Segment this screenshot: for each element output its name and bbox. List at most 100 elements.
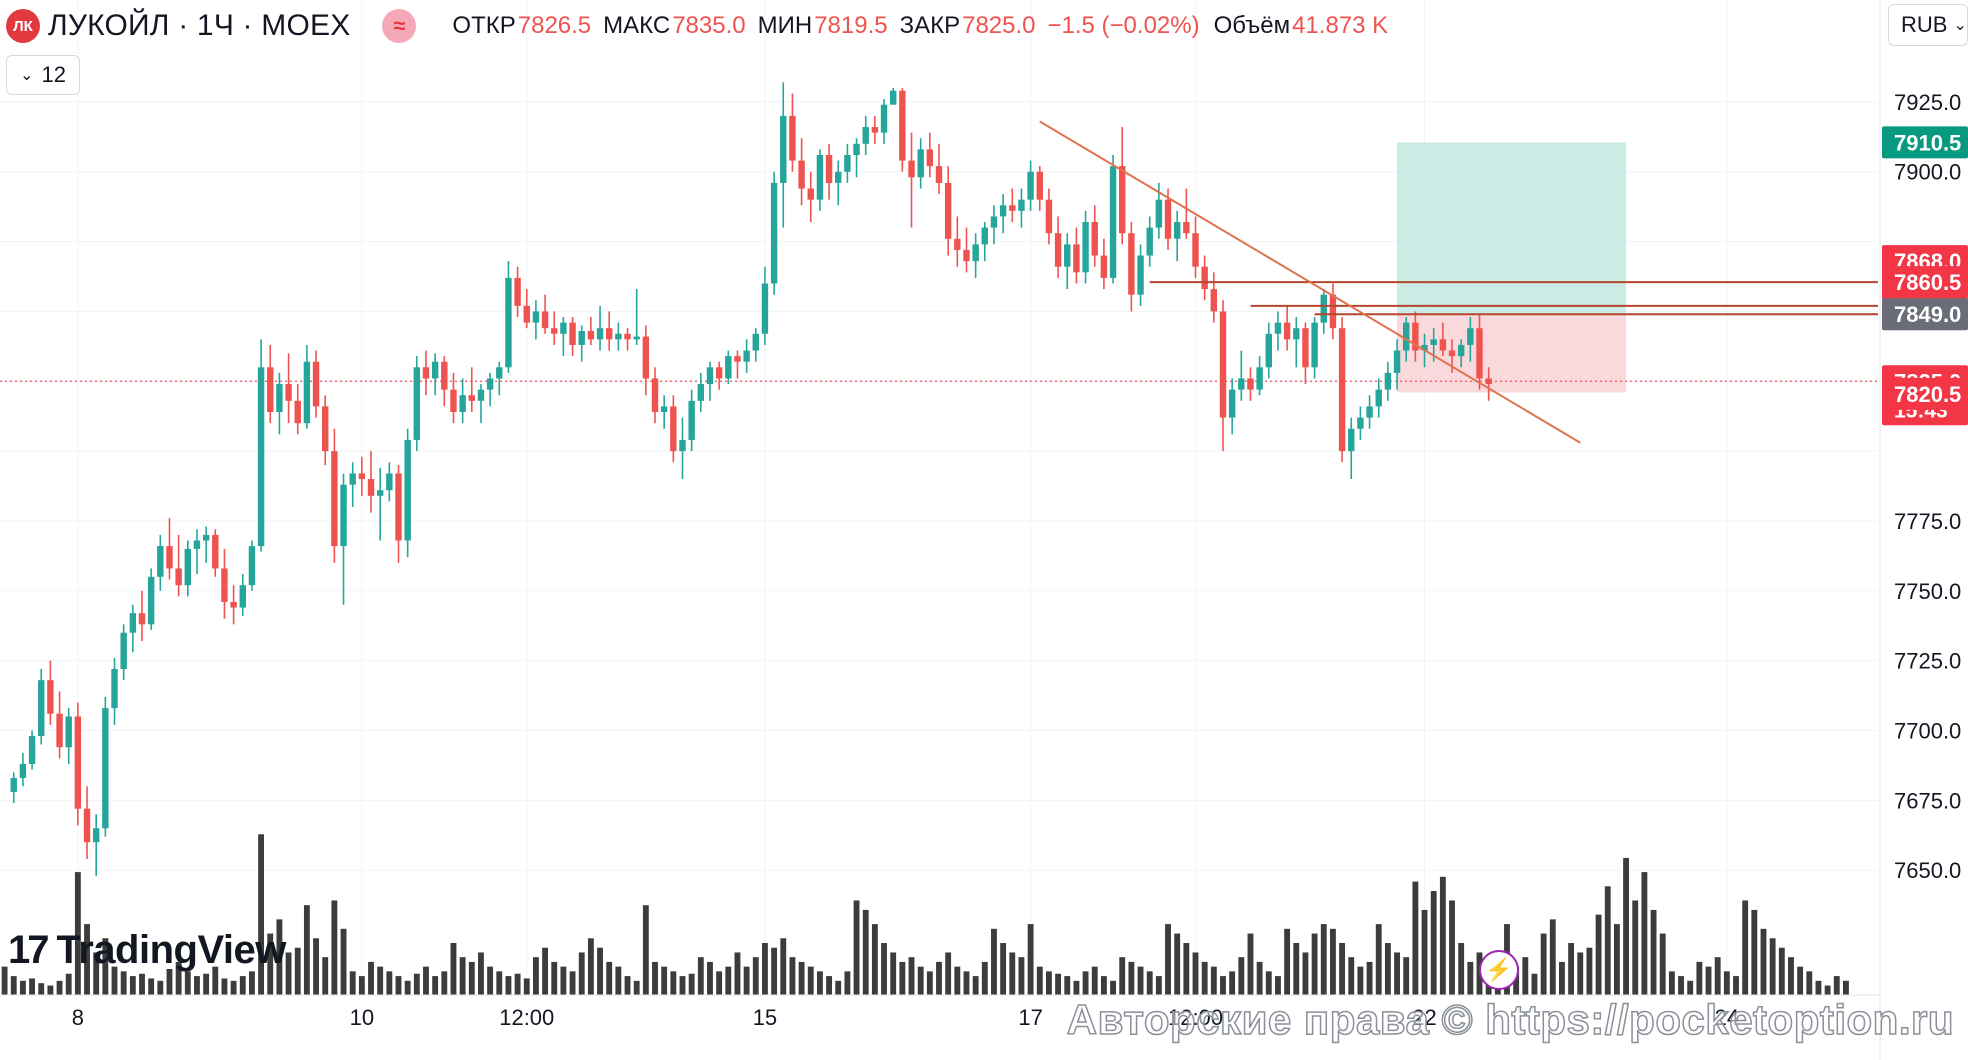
- volume-bar: [404, 980, 411, 995]
- volume-bar: [1678, 976, 1684, 995]
- chevron-down-icon: ⌄: [20, 67, 34, 84]
- volume-bar: [1201, 961, 1208, 995]
- candle-body: [926, 149, 934, 167]
- time-tick-label: 12:00: [1168, 1005, 1223, 1030]
- volume-bar: [395, 976, 402, 995]
- volume-bar: [102, 938, 109, 995]
- volume-bar: [1366, 961, 1373, 995]
- candle-body: [642, 336, 650, 379]
- candles: [10, 82, 1492, 876]
- high-label: МАКС: [603, 12, 671, 39]
- candle-body: [1430, 339, 1437, 345]
- symbol-title[interactable]: ЛУКОЙЛ · 1Ч · MOEX: [48, 9, 351, 42]
- volume-bar: [642, 905, 649, 995]
- volume-bar: [1723, 971, 1730, 995]
- volume-bar: [1220, 976, 1226, 995]
- volume-bar: [688, 973, 695, 995]
- candle-body: [624, 333, 631, 340]
- volume-bar: [331, 900, 338, 995]
- volume-bar: [1687, 980, 1694, 995]
- candle-body: [1375, 389, 1382, 407]
- candle-body: [651, 378, 659, 412]
- candle-body: [1366, 406, 1373, 418]
- candle-body: [120, 632, 127, 670]
- volume-bar: [954, 966, 961, 995]
- indicators-toggle-button[interactable]: ⌄ 12: [6, 55, 80, 95]
- volume-bar: [56, 980, 63, 995]
- volume-bar: [1467, 961, 1474, 995]
- price-tick-label: 7750.0: [1894, 579, 1961, 604]
- volume-bar: [478, 952, 484, 995]
- price-label-badge: [1882, 298, 1968, 331]
- volume-bar: [578, 952, 585, 995]
- candle-body: [184, 548, 192, 586]
- candle-body: [1027, 171, 1034, 200]
- loss-zone: [1397, 314, 1627, 393]
- candle-body: [74, 716, 82, 809]
- volume-bar: [551, 961, 558, 995]
- candle-body: [605, 328, 613, 340]
- volume-bar: [743, 966, 750, 995]
- volume-bar: [1568, 943, 1575, 995]
- volume-bar: [798, 961, 805, 995]
- candle-body: [1009, 205, 1016, 211]
- volume-bar: [1082, 971, 1089, 995]
- candle-body: [789, 115, 796, 161]
- volume-bar: [771, 947, 778, 995]
- volume-bar: [1522, 957, 1529, 995]
- candle-body: [83, 808, 91, 843]
- volume-bar: [1174, 933, 1181, 995]
- candle-body: [981, 227, 989, 245]
- lightning-icon[interactable]: ⚡: [1479, 950, 1519, 990]
- tradingview-logo[interactable]: 17 TradingView: [8, 928, 286, 973]
- candle-body: [935, 166, 943, 183]
- volume-bar: [835, 980, 842, 995]
- volume-bar: [19, 980, 26, 995]
- volume-bar: [1586, 947, 1593, 995]
- candle-body: [844, 154, 851, 172]
- candle-body: [899, 90, 906, 161]
- volume-bar: [1100, 976, 1107, 995]
- candle-body: [670, 406, 677, 452]
- volume-bar: [1659, 933, 1666, 995]
- volume-bar: [1128, 961, 1135, 995]
- candle-body: [1256, 367, 1263, 390]
- volume-bar: [890, 952, 897, 995]
- volume-bar: [74, 872, 81, 995]
- volume-bar: [148, 978, 155, 995]
- candle-body: [1100, 255, 1108, 278]
- candle-body: [248, 546, 256, 586]
- volume-bar: [1192, 952, 1199, 995]
- lukoil-logo-icon: ЛК: [6, 9, 40, 43]
- candle-body: [267, 367, 274, 412]
- candle-body: [1137, 255, 1144, 295]
- candle-body: [1393, 350, 1401, 373]
- volume-bar: [120, 971, 127, 995]
- candle-body: [441, 361, 448, 390]
- volume-bar: [1641, 872, 1648, 995]
- candle-body: [990, 216, 998, 228]
- volume-bar: [633, 980, 640, 995]
- volume-bar: [432, 976, 439, 995]
- candle-body: [532, 311, 540, 323]
- currency-select[interactable]: RUB ⌄: [1888, 4, 1968, 46]
- candle-body: [193, 540, 201, 549]
- candle-body: [102, 708, 109, 829]
- volume-bar: [1742, 900, 1749, 995]
- candle-body: [1439, 339, 1447, 351]
- volume-bar: [991, 928, 997, 995]
- volume-value: 41.873 K: [1292, 12, 1389, 39]
- volume-bar: [523, 978, 530, 995]
- volume-bar: [853, 900, 860, 995]
- volume-bar: [1806, 971, 1813, 995]
- volume-bar: [1760, 928, 1767, 995]
- volume-bar: [1027, 924, 1034, 995]
- volume-bar: [661, 966, 668, 995]
- volume-bar: [624, 976, 631, 995]
- volume-bar: [303, 905, 310, 995]
- volume-bar: [697, 957, 704, 995]
- volume-bar: [707, 961, 713, 995]
- volume-bar: [285, 952, 292, 995]
- candle-body: [862, 127, 869, 144]
